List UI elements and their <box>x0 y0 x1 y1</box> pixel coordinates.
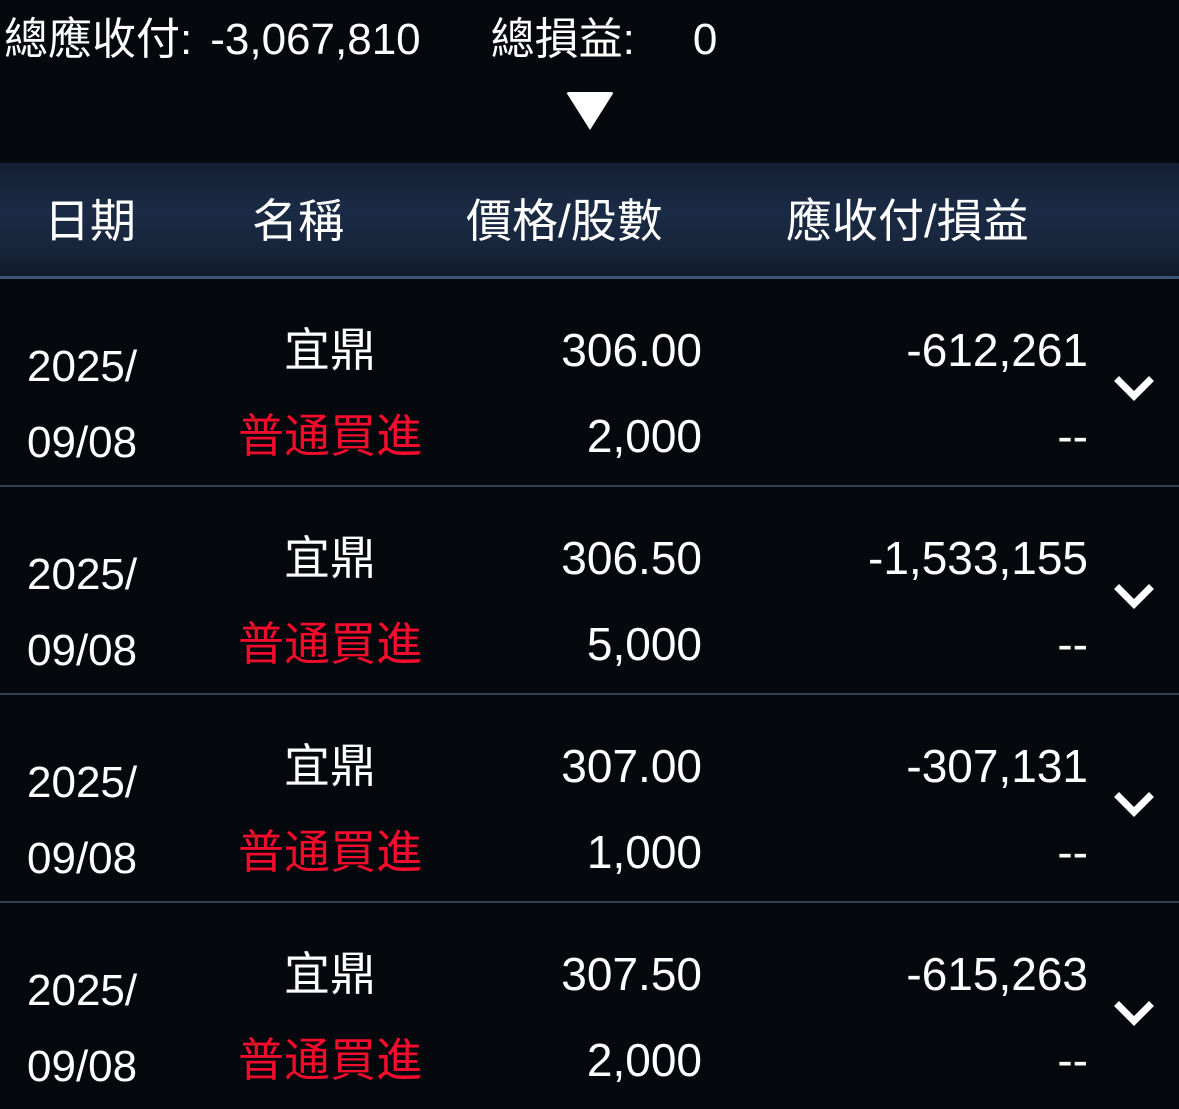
order-date-year: 2025/ <box>27 966 138 1015</box>
order-date: 2025/ 09/08 <box>27 537 217 689</box>
order-profit-loss: -- <box>1057 826 1088 878</box>
order-name-cell: 宜鼎 普通買進 <box>210 515 450 687</box>
chevron-down-icon[interactable] <box>1111 366 1157 412</box>
column-header-date: 日期 <box>44 195 136 247</box>
stock-name: 宜鼎 <box>284 532 376 584</box>
order-date: 2025/ 09/08 <box>27 329 217 481</box>
order-shares: 5,000 <box>586 618 702 670</box>
order-price: 307.00 <box>561 740 702 792</box>
stock-name: 宜鼎 <box>284 324 376 376</box>
order-receivable: -615,263 <box>906 948 1088 1000</box>
order-profit-loss: -- <box>1057 618 1088 670</box>
summary-bar: 總應收付: -3,067,810 總損益: 0 <box>0 0 1179 163</box>
order-date-day: 09/08 <box>27 834 138 883</box>
order-receivable: -307,131 <box>906 740 1088 792</box>
table-row[interactable]: 2025/ 09/08 宜鼎 普通買進 306.00 2,000 -612,26… <box>0 279 1179 487</box>
order-date-day: 09/08 <box>27 626 138 675</box>
order-date-day: 09/08 <box>27 1042 138 1091</box>
order-receivable: -1,533,155 <box>868 532 1088 584</box>
order-amount-cell: -612,261 -- <box>760 307 1088 479</box>
order-date-year: 2025/ <box>27 342 138 391</box>
order-shares: 2,000 <box>586 1034 702 1086</box>
order-date-year: 2025/ <box>27 758 138 807</box>
trade-type-badge: 普通買進 <box>238 618 422 670</box>
total-receivable-value: -3,067,810 <box>210 15 421 64</box>
order-date-day: 09/08 <box>27 418 138 467</box>
order-profit-loss: -- <box>1057 1034 1088 1086</box>
order-price-cell: 307.00 1,000 <box>440 723 702 895</box>
column-header-name: 名稱 <box>252 195 344 247</box>
order-list: 2025/ 09/08 宜鼎 普通買進 306.00 2,000 -612,26… <box>0 279 1179 1109</box>
summary-values: 總應收付: -3,067,810 總損益: 0 <box>0 0 1179 72</box>
order-date: 2025/ 09/08 <box>27 745 217 897</box>
order-price: 306.00 <box>561 324 702 376</box>
stock-name: 宜鼎 <box>284 740 376 792</box>
column-header-amount-pl: 應收付/損益 <box>786 195 1029 247</box>
summary-collapse-toggle[interactable] <box>0 92 1179 130</box>
chevron-down-icon[interactable] <box>1111 782 1157 828</box>
trade-type-badge: 普通買進 <box>238 826 422 878</box>
table-column-header: 日期 名稱 價格/股數 應收付/損益 <box>0 163 1179 279</box>
order-price-cell: 306.50 5,000 <box>440 515 702 687</box>
order-profit-loss: -- <box>1057 410 1088 462</box>
total-profit-loss-value: 0 <box>692 15 718 64</box>
table-row[interactable]: 2025/ 09/08 宜鼎 普通買進 307.00 1,000 -307,13… <box>0 695 1179 903</box>
order-shares: 2,000 <box>586 410 702 462</box>
table-row[interactable]: 2025/ 09/08 宜鼎 普通買進 306.50 5,000 -1,533,… <box>0 487 1179 695</box>
order-price-cell: 306.00 2,000 <box>440 307 702 479</box>
total-profit-loss-label: 總損益: <box>490 15 635 64</box>
total-receivable-label: 總應收付: <box>4 15 193 64</box>
order-name-cell: 宜鼎 普通買進 <box>210 723 450 895</box>
trade-type-badge: 普通買進 <box>238 410 422 462</box>
order-name-cell: 宜鼎 普通買進 <box>210 307 450 479</box>
order-amount-cell: -307,131 -- <box>760 723 1088 895</box>
order-receivable: -612,261 <box>906 324 1088 376</box>
chevron-down-icon[interactable] <box>1111 574 1157 620</box>
order-date: 2025/ 09/08 <box>27 953 217 1105</box>
column-header-price-shares: 價格/股數 <box>466 195 663 247</box>
table-row[interactable]: 2025/ 09/08 宜鼎 普通買進 307.50 2,000 -615,26… <box>0 903 1179 1109</box>
chevron-down-icon[interactable] <box>1111 991 1157 1037</box>
order-name-cell: 宜鼎 普通買進 <box>210 931 450 1103</box>
order-price: 307.50 <box>561 948 702 1000</box>
order-amount-cell: -1,533,155 -- <box>760 515 1088 687</box>
triangle-down-icon <box>565 92 614 130</box>
order-shares: 1,000 <box>586 826 702 878</box>
stock-name: 宜鼎 <box>284 948 376 1000</box>
order-price-cell: 307.50 2,000 <box>440 931 702 1103</box>
order-price: 306.50 <box>561 532 702 584</box>
order-date-year: 2025/ <box>27 550 138 599</box>
trade-type-badge: 普通買進 <box>238 1034 422 1086</box>
order-amount-cell: -615,263 -- <box>760 931 1088 1103</box>
